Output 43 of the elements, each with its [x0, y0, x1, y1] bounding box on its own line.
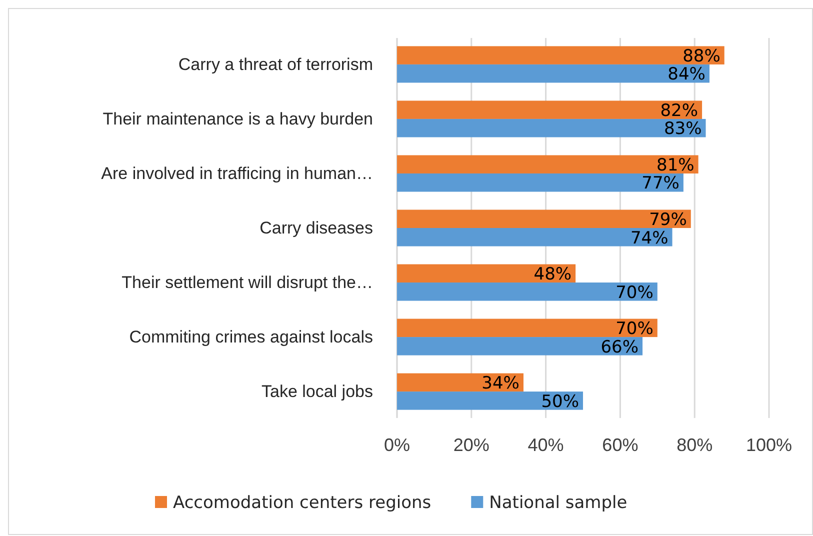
data-label: 70% — [616, 282, 654, 303]
data-label: 77% — [642, 174, 680, 194]
y-tick-label: Their maintenance is a havy burden — [102, 109, 373, 128]
bar — [397, 173, 684, 192]
data-label: 83% — [664, 119, 702, 140]
y-tick-label: Carry a threat of terrorism — [178, 54, 373, 74]
bar — [397, 155, 698, 174]
bar — [397, 373, 524, 392]
y-tick-label: Carry diseases — [260, 218, 373, 238]
data-label: 50% — [541, 392, 579, 412]
data-label: 48% — [534, 264, 572, 285]
bar — [397, 64, 710, 83]
legend-label: Accomodation centers regions — [173, 493, 432, 514]
data-label: 66% — [600, 337, 639, 358]
x-tick-label: 40% — [528, 434, 564, 455]
bar — [397, 46, 724, 64]
bar — [397, 100, 702, 119]
data-label: 70% — [616, 319, 654, 340]
data-label: 82% — [660, 100, 698, 121]
data-label: 74% — [630, 228, 668, 248]
y-tick-label: Their settlement will disrupt the… — [122, 272, 373, 292]
data-label: 34% — [482, 374, 520, 394]
data-label: 79% — [649, 210, 687, 230]
bar — [397, 318, 658, 338]
bar — [397, 264, 576, 283]
x-tick-label: 20% — [453, 434, 490, 455]
y-tick-label: Take local jobs — [261, 382, 373, 401]
x-tick-label: 100% — [746, 434, 792, 455]
bar — [397, 210, 691, 228]
data-label: 88% — [682, 46, 720, 66]
y-tick-label: Commiting crimes against locals — [129, 327, 373, 346]
x-tick-label: 80% — [676, 434, 713, 455]
x-tick-label: 0% — [384, 434, 410, 455]
x-tick-label: 60% — [602, 434, 638, 455]
bar — [397, 337, 643, 356]
bar — [397, 392, 583, 410]
data-label: 84% — [668, 64, 706, 85]
bar — [397, 228, 672, 246]
bar — [397, 118, 706, 138]
bar — [397, 282, 658, 301]
y-tick-label: Are involved in trafficing in human… — [101, 164, 373, 183]
data-label: 81% — [656, 155, 694, 176]
legend-label: National sample — [489, 493, 628, 514]
